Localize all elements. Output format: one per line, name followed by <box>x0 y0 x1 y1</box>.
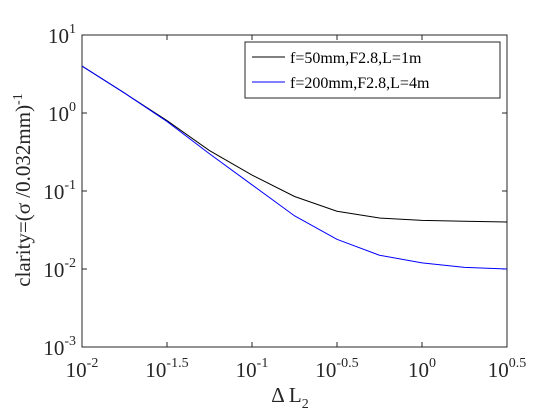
y-tick-label-base: 10 <box>43 336 64 360</box>
y-tick-label-exponent: -1 <box>64 178 76 193</box>
y-tick-label-exponent: -2 <box>64 256 76 271</box>
data-line <box>81 65 507 270</box>
x-tick-label: 100.5 <box>488 356 527 382</box>
x-tick-label: 10-1 <box>236 356 269 382</box>
y-axis-label-superscript: -1 <box>11 93 26 105</box>
x-tick-label: 100 <box>408 356 436 382</box>
x-tick-label-exponent: -1 <box>257 356 269 371</box>
x-tick-label-base: 10 <box>488 358 509 382</box>
x-tick-label: 10-2 <box>66 356 99 382</box>
y-axis-label-text: clarity=(σ /0.032mm) <box>11 105 35 287</box>
y-axis-label: clarity=(σ /0.032mm)-1 <box>11 93 35 286</box>
y-tick-label-base: 10 <box>43 180 64 204</box>
legend-label: f=50mm,F2.8,L=1m <box>290 50 422 67</box>
x-tick-label-base: 10 <box>66 358 87 382</box>
x-tick-label-base: 10 <box>145 358 166 382</box>
y-tick-label: 100 <box>48 100 76 126</box>
y-tick-label: 10-2 <box>43 256 76 282</box>
y-tick-label: 10-1 <box>43 178 76 204</box>
y-tick-label: 10-3 <box>43 334 76 360</box>
y-tick-label: 101 <box>48 22 76 48</box>
y-tick-label-base: 10 <box>43 258 64 282</box>
legend-box <box>244 41 501 99</box>
x-tick-label: 10-1.5 <box>145 356 188 382</box>
y-tick-label-exponent: -3 <box>64 334 76 349</box>
x-tick-label-exponent: -2 <box>87 356 99 371</box>
x-axis-label-subscript: 2 <box>302 397 309 412</box>
x-tick-label-exponent: -0.5 <box>336 356 358 371</box>
y-tick-label-exponent: 0 <box>69 100 76 115</box>
y-tick-label-base: 10 <box>48 24 69 48</box>
x-tick-label-exponent: 0 <box>429 356 436 371</box>
x-axis-label-text: Δ L <box>271 383 301 407</box>
x-tick-label: 10-0.5 <box>315 356 358 382</box>
x-tick-label-exponent: -1.5 <box>166 356 188 371</box>
legend-label: f=200mm,F2.8,L=4m <box>290 75 430 92</box>
y-tick-label-exponent: 1 <box>69 22 76 37</box>
x-tick-label-base: 10 <box>236 358 257 382</box>
x-axis-label: Δ L2 <box>271 383 308 412</box>
x-tick-label-base: 10 <box>315 358 336 382</box>
x-tick-label-exponent: 0.5 <box>509 356 527 371</box>
x-tick-label-base: 10 <box>408 358 429 382</box>
y-tick-label-base: 10 <box>48 102 69 126</box>
